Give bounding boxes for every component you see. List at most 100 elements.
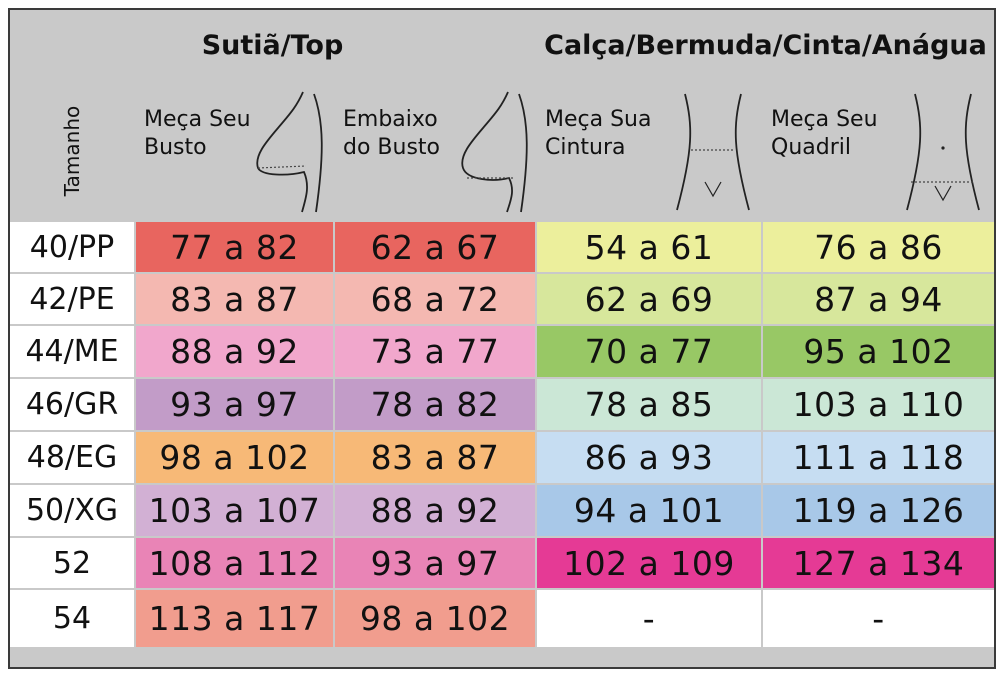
quadril-value: 95 a 102 [803, 332, 954, 371]
cell-cintura: 54 a 61 [537, 222, 761, 272]
size-value: 52 [52, 545, 92, 581]
cell-quadril: 103 a 110 [763, 379, 994, 430]
group-title-calca: Calça/Bermuda/Cinta/Anágua [544, 29, 987, 61]
cell-busto: 83 a 87 [136, 274, 333, 324]
cell-cintura: 62 a 69 [537, 274, 761, 324]
size-value: 46/GR [25, 387, 119, 422]
cintura-value: 94 a 101 [573, 491, 725, 530]
cell-busto: 103 a 107 [136, 485, 333, 536]
size-value: 42/PE [29, 281, 115, 317]
group-title-sutia: Sutiã/Top [201, 29, 344, 61]
size-column-label: Tamanho [60, 105, 84, 197]
cell-embaixo: 88 a 92 [335, 485, 535, 536]
size-value: 40/PP [29, 229, 115, 265]
busto-value: 98 a 102 [159, 438, 310, 477]
cell-size: 40/PP [10, 222, 134, 272]
cintura-value: 78 a 85 [584, 385, 714, 424]
bust-profile-icon [256, 91, 323, 213]
waist-front-icon [676, 93, 750, 211]
cintura-label-line1: Meça Sua [545, 107, 652, 132]
cell-cintura: 94 a 101 [537, 485, 761, 536]
cell-busto: 93 a 97 [136, 379, 333, 430]
embaixo-label-line2: do Busto [343, 135, 441, 160]
cintura-value: 102 a 109 [563, 543, 735, 583]
embaixo-value: 73 a 77 [370, 332, 500, 371]
cell-quadril: 95 a 102 [763, 326, 994, 377]
cell-cintura: - [537, 590, 761, 647]
size-chart-table: Sutiã/Top Calça/Bermuda/Cinta/Anágua Tam… [8, 8, 996, 669]
cell-cintura: 78 a 85 [537, 379, 761, 430]
busto-value: 103 a 107 [148, 491, 321, 530]
cell-embaixo: 62 a 67 [335, 222, 535, 272]
header-group-calca: Calça/Bermuda/Cinta/Anágua [537, 10, 994, 80]
cell-embaixo: 83 a 87 [335, 432, 535, 483]
cell-quadril: 87 a 94 [763, 274, 994, 324]
embaixo-label-line1: Embaixo [343, 107, 438, 132]
busto-label-line2: Busto [144, 135, 207, 160]
embaixo-value: 88 a 92 [370, 491, 500, 530]
busto-value: 113 a 117 [148, 599, 321, 638]
quadril-value: 87 a 94 [814, 279, 943, 319]
cell-embaixo: 93 a 97 [335, 538, 535, 588]
quadril-value: 111 a 118 [792, 438, 965, 477]
cell-size: 48/EG [10, 432, 134, 483]
embaixo-value: 62 a 67 [370, 227, 500, 267]
cell-size: 54 [10, 590, 134, 647]
size-value: 44/ME [25, 334, 119, 369]
embaixo-value: 98 a 102 [359, 599, 511, 638]
quadril-value: - [872, 599, 885, 638]
header-cintura-cell: Meça Sua Cintura [537, 82, 761, 220]
busto-value: 83 a 87 [170, 279, 299, 319]
cell-quadril: - [763, 590, 994, 647]
cintura-value: 62 a 69 [584, 279, 714, 319]
cell-busto: 77 a 82 [136, 222, 333, 272]
cell-busto: 98 a 102 [136, 432, 333, 483]
cell-busto: 113 a 117 [136, 590, 333, 647]
cell-size: 44/ME [10, 326, 134, 377]
busto-value: 108 a 112 [148, 543, 321, 583]
cell-embaixo: 68 a 72 [335, 274, 535, 324]
cell-size: 52 [10, 538, 134, 588]
cintura-value: 54 a 61 [584, 227, 714, 267]
underbust-profile-icon [461, 91, 528, 213]
header-group-sutia-top: Sutiã/Top [10, 10, 535, 80]
cell-cintura: 102 a 109 [537, 538, 761, 588]
cell-size: 50/XG [10, 485, 134, 536]
size-value: 50/XG [25, 493, 119, 528]
quadril-value: 119 a 126 [792, 491, 965, 530]
cintura-label-line2: Cintura [545, 135, 626, 160]
header-size-cell: Tamanho [10, 82, 134, 220]
quadril-label-line2: Quadril [771, 135, 851, 160]
busto-value: 93 a 97 [170, 385, 299, 424]
cell-embaixo: 73 a 77 [335, 326, 535, 377]
cell-busto: 88 a 92 [136, 326, 333, 377]
header-busto-cell: Meça Seu Busto [136, 82, 333, 220]
cell-quadril: 76 a 86 [763, 222, 994, 272]
embaixo-value: 78 a 82 [370, 385, 500, 424]
cintura-value: 70 a 77 [584, 332, 714, 371]
embaixo-value: 68 a 72 [370, 279, 500, 319]
cell-cintura: 86 a 93 [537, 432, 761, 483]
busto-label-line1: Meça Seu [144, 107, 251, 132]
header-quadril-cell: Meça Seu Quadril [763, 82, 994, 220]
header-embaixo-cell: Embaixo do Busto [335, 82, 535, 220]
cell-quadril: 119 a 126 [763, 485, 994, 536]
quadril-value: 76 a 86 [814, 227, 943, 267]
cell-busto: 108 a 112 [136, 538, 333, 588]
embaixo-value: 93 a 97 [370, 543, 500, 583]
cintura-value: - [642, 599, 656, 638]
quadril-label-line1: Meça Seu [771, 107, 878, 132]
hip-front-icon [906, 93, 980, 211]
cell-cintura: 70 a 77 [537, 326, 761, 377]
quadril-value: 103 a 110 [792, 385, 965, 424]
busto-value: 77 a 82 [170, 227, 299, 267]
cell-size: 46/GR [10, 379, 134, 430]
busto-value: 88 a 92 [170, 332, 299, 371]
cell-embaixo: 98 a 102 [335, 590, 535, 647]
embaixo-value: 83 a 87 [370, 438, 500, 477]
quadril-value: 127 a 134 [792, 543, 965, 583]
cell-quadril: 127 a 134 [763, 538, 994, 588]
cell-embaixo: 78 a 82 [335, 379, 535, 430]
size-value: 48/EG [26, 440, 118, 475]
size-value: 54 [52, 601, 92, 636]
